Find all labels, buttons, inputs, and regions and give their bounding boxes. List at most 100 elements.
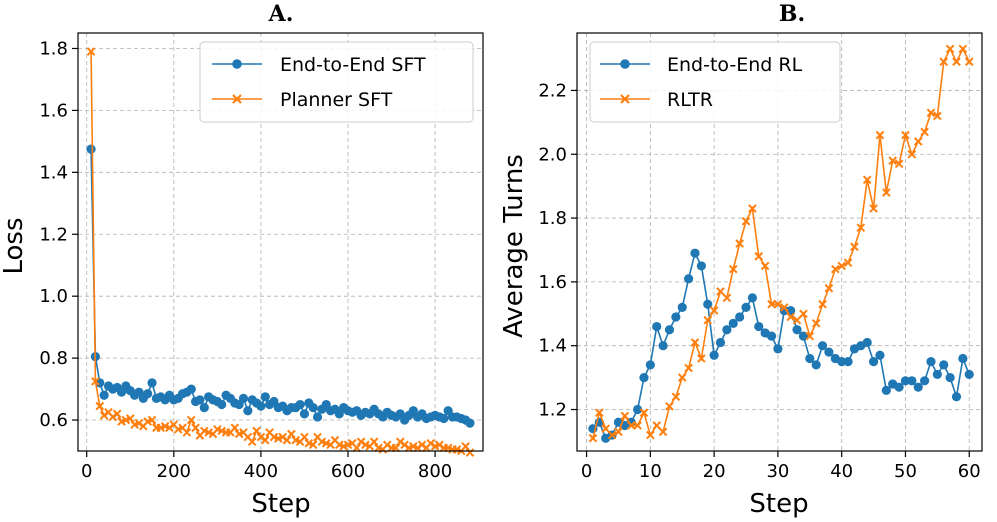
point-rltr bbox=[907, 149, 917, 159]
point-end-to-end-sft bbox=[195, 395, 205, 405]
point-end-to-end-rl bbox=[709, 350, 719, 360]
point-end-to-end-rl bbox=[766, 331, 777, 341]
point-end-to-end-rl bbox=[728, 318, 738, 328]
point-rltr bbox=[620, 411, 630, 421]
point-rltr bbox=[728, 264, 738, 274]
legend-marker-rltr bbox=[620, 94, 630, 104]
panel-b-axes-frame bbox=[576, 32, 983, 452]
point-end-to-end-rl bbox=[735, 312, 745, 322]
point-rltr bbox=[677, 373, 687, 382]
point-rltr bbox=[754, 252, 764, 261]
point-end-to-end-sft bbox=[99, 390, 109, 400]
legend-label-end-to-end-sft: End-to-End SFT bbox=[280, 54, 426, 76]
panel-b-ticks: 0 10 20 30 40 50 60 1.2 1.4 1.6 1.8 2.0 2.2 bbox=[538, 80, 980, 482]
point-end-to-end-rl bbox=[747, 293, 757, 303]
point-rltr bbox=[945, 44, 955, 54]
panel-b-ytick-label: 1.2 bbox=[538, 400, 567, 421]
panel-a-ytick-label: 1.2 bbox=[39, 224, 68, 245]
point-planner-sft bbox=[91, 377, 100, 386]
point-end-to-end-rl bbox=[632, 404, 643, 415]
panel-a-xtick-label: 200 bbox=[157, 461, 191, 482]
point-planner-sft bbox=[112, 409, 122, 419]
legend-marker-planner-sft bbox=[232, 94, 242, 104]
point-end-to-end-rl bbox=[811, 360, 821, 370]
point-rltr bbox=[958, 44, 968, 54]
point-end-to-end-rl bbox=[805, 353, 815, 364]
point-end-to-end-rl bbox=[945, 373, 955, 383]
panel-a-legend-box bbox=[199, 41, 474, 123]
point-end-to-end-sft bbox=[199, 403, 209, 413]
point-planner-sft bbox=[282, 435, 292, 445]
point-rltr bbox=[792, 315, 802, 325]
point-end-to-end-rl bbox=[754, 321, 764, 332]
point-end-to-end-sft bbox=[217, 399, 227, 410]
point-end-to-end-rl bbox=[645, 360, 655, 370]
point-end-to-end-rl bbox=[875, 350, 885, 360]
point-end-to-end-rl bbox=[639, 373, 649, 383]
point-rltr bbox=[843, 258, 853, 268]
point-end-to-end-sft bbox=[143, 389, 153, 399]
panel-a-xtick-label: 0 bbox=[81, 461, 92, 482]
point-end-to-end-rl bbox=[951, 392, 962, 402]
panel-a-ylabel: Loss bbox=[0, 217, 29, 274]
point-rltr bbox=[799, 309, 808, 319]
panel-a-ticks: 0 200 400 600 800 0.6 0.8 1.0 1.2 1.4 1.6 1.8 bbox=[39, 38, 452, 482]
point-rltr bbox=[671, 392, 681, 402]
point-rltr bbox=[926, 108, 936, 118]
point-end-to-end-rl bbox=[658, 341, 668, 351]
point-rltr bbox=[588, 433, 598, 443]
point-end-to-end-sft bbox=[147, 378, 157, 388]
point-end-to-end-sft bbox=[295, 399, 305, 410]
panel-b-ytick-label: 1.8 bbox=[538, 208, 567, 229]
point-end-to-end-rl bbox=[868, 357, 879, 367]
panel-b-ytick-label: 1.4 bbox=[538, 336, 567, 357]
point-end-to-end-sft bbox=[299, 409, 310, 419]
point-rltr bbox=[862, 175, 872, 185]
panel-a-xtick-label: 400 bbox=[244, 461, 278, 482]
point-rltr bbox=[614, 427, 623, 437]
point-end-to-end-rl bbox=[817, 341, 828, 351]
point-rltr bbox=[818, 299, 827, 309]
panel-b-title: B. bbox=[779, 1, 805, 27]
point-end-to-end-rl bbox=[664, 325, 675, 335]
point-end-to-end-sft bbox=[243, 406, 253, 416]
point-end-to-end-rl bbox=[862, 337, 872, 348]
point-rltr bbox=[633, 421, 642, 430]
legend-marker-end-to-end-rl bbox=[620, 59, 630, 69]
point-end-to-end-rl bbox=[900, 376, 911, 386]
point-rltr bbox=[773, 299, 783, 309]
point-planner-sft bbox=[465, 448, 475, 457]
point-rltr bbox=[703, 315, 713, 325]
point-end-to-end-sft bbox=[308, 403, 318, 413]
point-rltr bbox=[607, 430, 617, 440]
point-end-to-end-sft bbox=[86, 144, 96, 154]
point-end-to-end-rl bbox=[792, 325, 802, 335]
panel-a: A. 0 200 400 600 800 0.6 0.8 1.0 1.2 1.4 1.6 1.8 St… bbox=[0, 1, 484, 519]
point-planner-sft bbox=[287, 429, 296, 439]
point-planner-sft bbox=[252, 426, 261, 436]
point-rltr bbox=[952, 57, 961, 67]
point-rltr bbox=[722, 293, 732, 303]
point-rltr bbox=[716, 287, 725, 296]
panel-b: B. 0 10 20 30 40 50 601.21.41.61.82.02.2 Step … bbox=[499, 1, 983, 519]
point-rltr bbox=[767, 299, 776, 309]
point-end-to-end-sft bbox=[312, 412, 323, 422]
point-end-to-end-rl bbox=[837, 357, 847, 367]
panel-a-ytick-label: 1.4 bbox=[39, 162, 68, 183]
point-rltr bbox=[626, 421, 636, 430]
point-end-to-end-rl bbox=[913, 382, 923, 392]
point-planner-sft bbox=[260, 435, 270, 445]
point-rltr bbox=[601, 424, 611, 433]
panel-b-xtick-label: 60 bbox=[958, 461, 981, 482]
panel-a-ytick-label: 1.0 bbox=[39, 286, 68, 307]
point-end-to-end-rl bbox=[824, 347, 834, 357]
point-end-to-end-sft bbox=[260, 392, 270, 402]
point-rltr bbox=[837, 261, 846, 271]
point-rltr bbox=[811, 319, 821, 328]
point-rltr bbox=[933, 111, 942, 121]
point-rltr bbox=[595, 408, 604, 418]
point-rltr bbox=[901, 130, 910, 140]
point-planner-sft bbox=[247, 437, 257, 447]
point-rltr bbox=[913, 137, 923, 146]
